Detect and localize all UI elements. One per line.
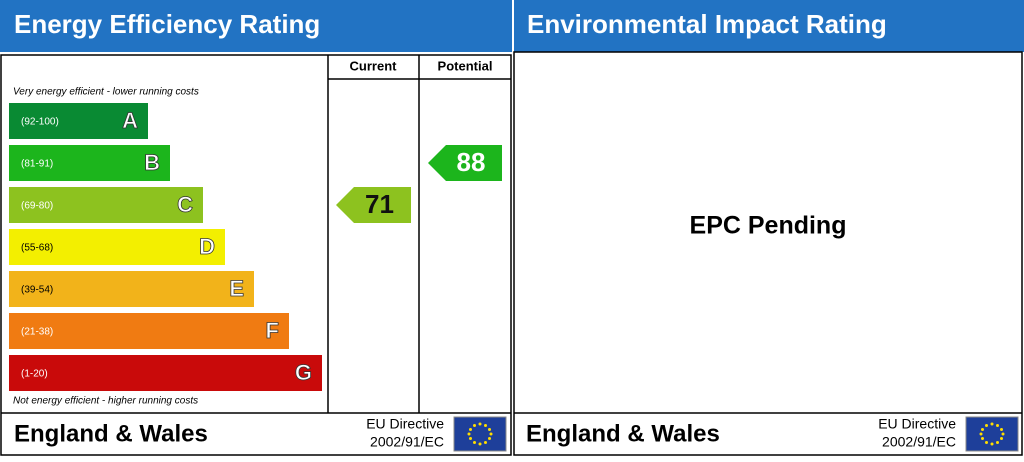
band-range: (69-80)	[21, 201, 53, 212]
column-header: Current	[350, 58, 398, 73]
band-letter: G	[295, 360, 312, 385]
rating-arrow	[336, 187, 411, 223]
eu-flag	[453, 416, 507, 452]
rating-value: 88	[457, 147, 486, 177]
footer-directive: EU Directive	[366, 416, 444, 432]
footer-code: 2002/91/EC	[882, 434, 956, 450]
header-bar	[514, 0, 1024, 52]
band-bar	[9, 145, 170, 181]
eu-flag	[965, 416, 1019, 452]
footer-region: England & Wales	[526, 420, 720, 447]
band-range: (81-91)	[21, 159, 53, 170]
band-range: (55-68)	[21, 243, 53, 254]
band-range: (39-54)	[21, 285, 53, 296]
table-frame	[513, 51, 1023, 456]
band-letter: E	[229, 276, 244, 301]
status-text: EPC Pending	[690, 212, 847, 240]
column-header: Potential	[438, 58, 493, 73]
table-frame	[0, 54, 512, 456]
band-bar	[9, 271, 254, 307]
band-bar	[9, 187, 203, 223]
band-range: (1-20)	[21, 369, 48, 380]
band-bar	[9, 313, 289, 349]
rating-arrow	[428, 145, 502, 181]
band-bar	[9, 229, 225, 265]
rating-value: 71	[365, 189, 394, 219]
panel-title: Energy Efficiency Rating	[14, 9, 320, 39]
band-letter: A	[122, 108, 138, 133]
band-range: (21-38)	[21, 327, 53, 338]
footer-region: England & Wales	[14, 420, 208, 447]
panel-title: Environmental Impact Rating	[527, 9, 887, 39]
band-range: (92-100)	[21, 117, 59, 128]
band-note: Not energy efficient - higher running co…	[13, 396, 198, 407]
header-bar	[0, 0, 512, 52]
band-bar	[9, 355, 322, 391]
band-letter: D	[199, 234, 215, 259]
band-letter: C	[177, 192, 193, 217]
band-note: Very energy efficient - lower running co…	[13, 87, 199, 98]
band-bar	[9, 103, 148, 139]
band-letter: F	[266, 318, 279, 343]
footer-code: 2002/91/EC	[370, 434, 444, 450]
footer-directive: EU Directive	[878, 416, 956, 432]
band-letter: B	[144, 150, 160, 175]
